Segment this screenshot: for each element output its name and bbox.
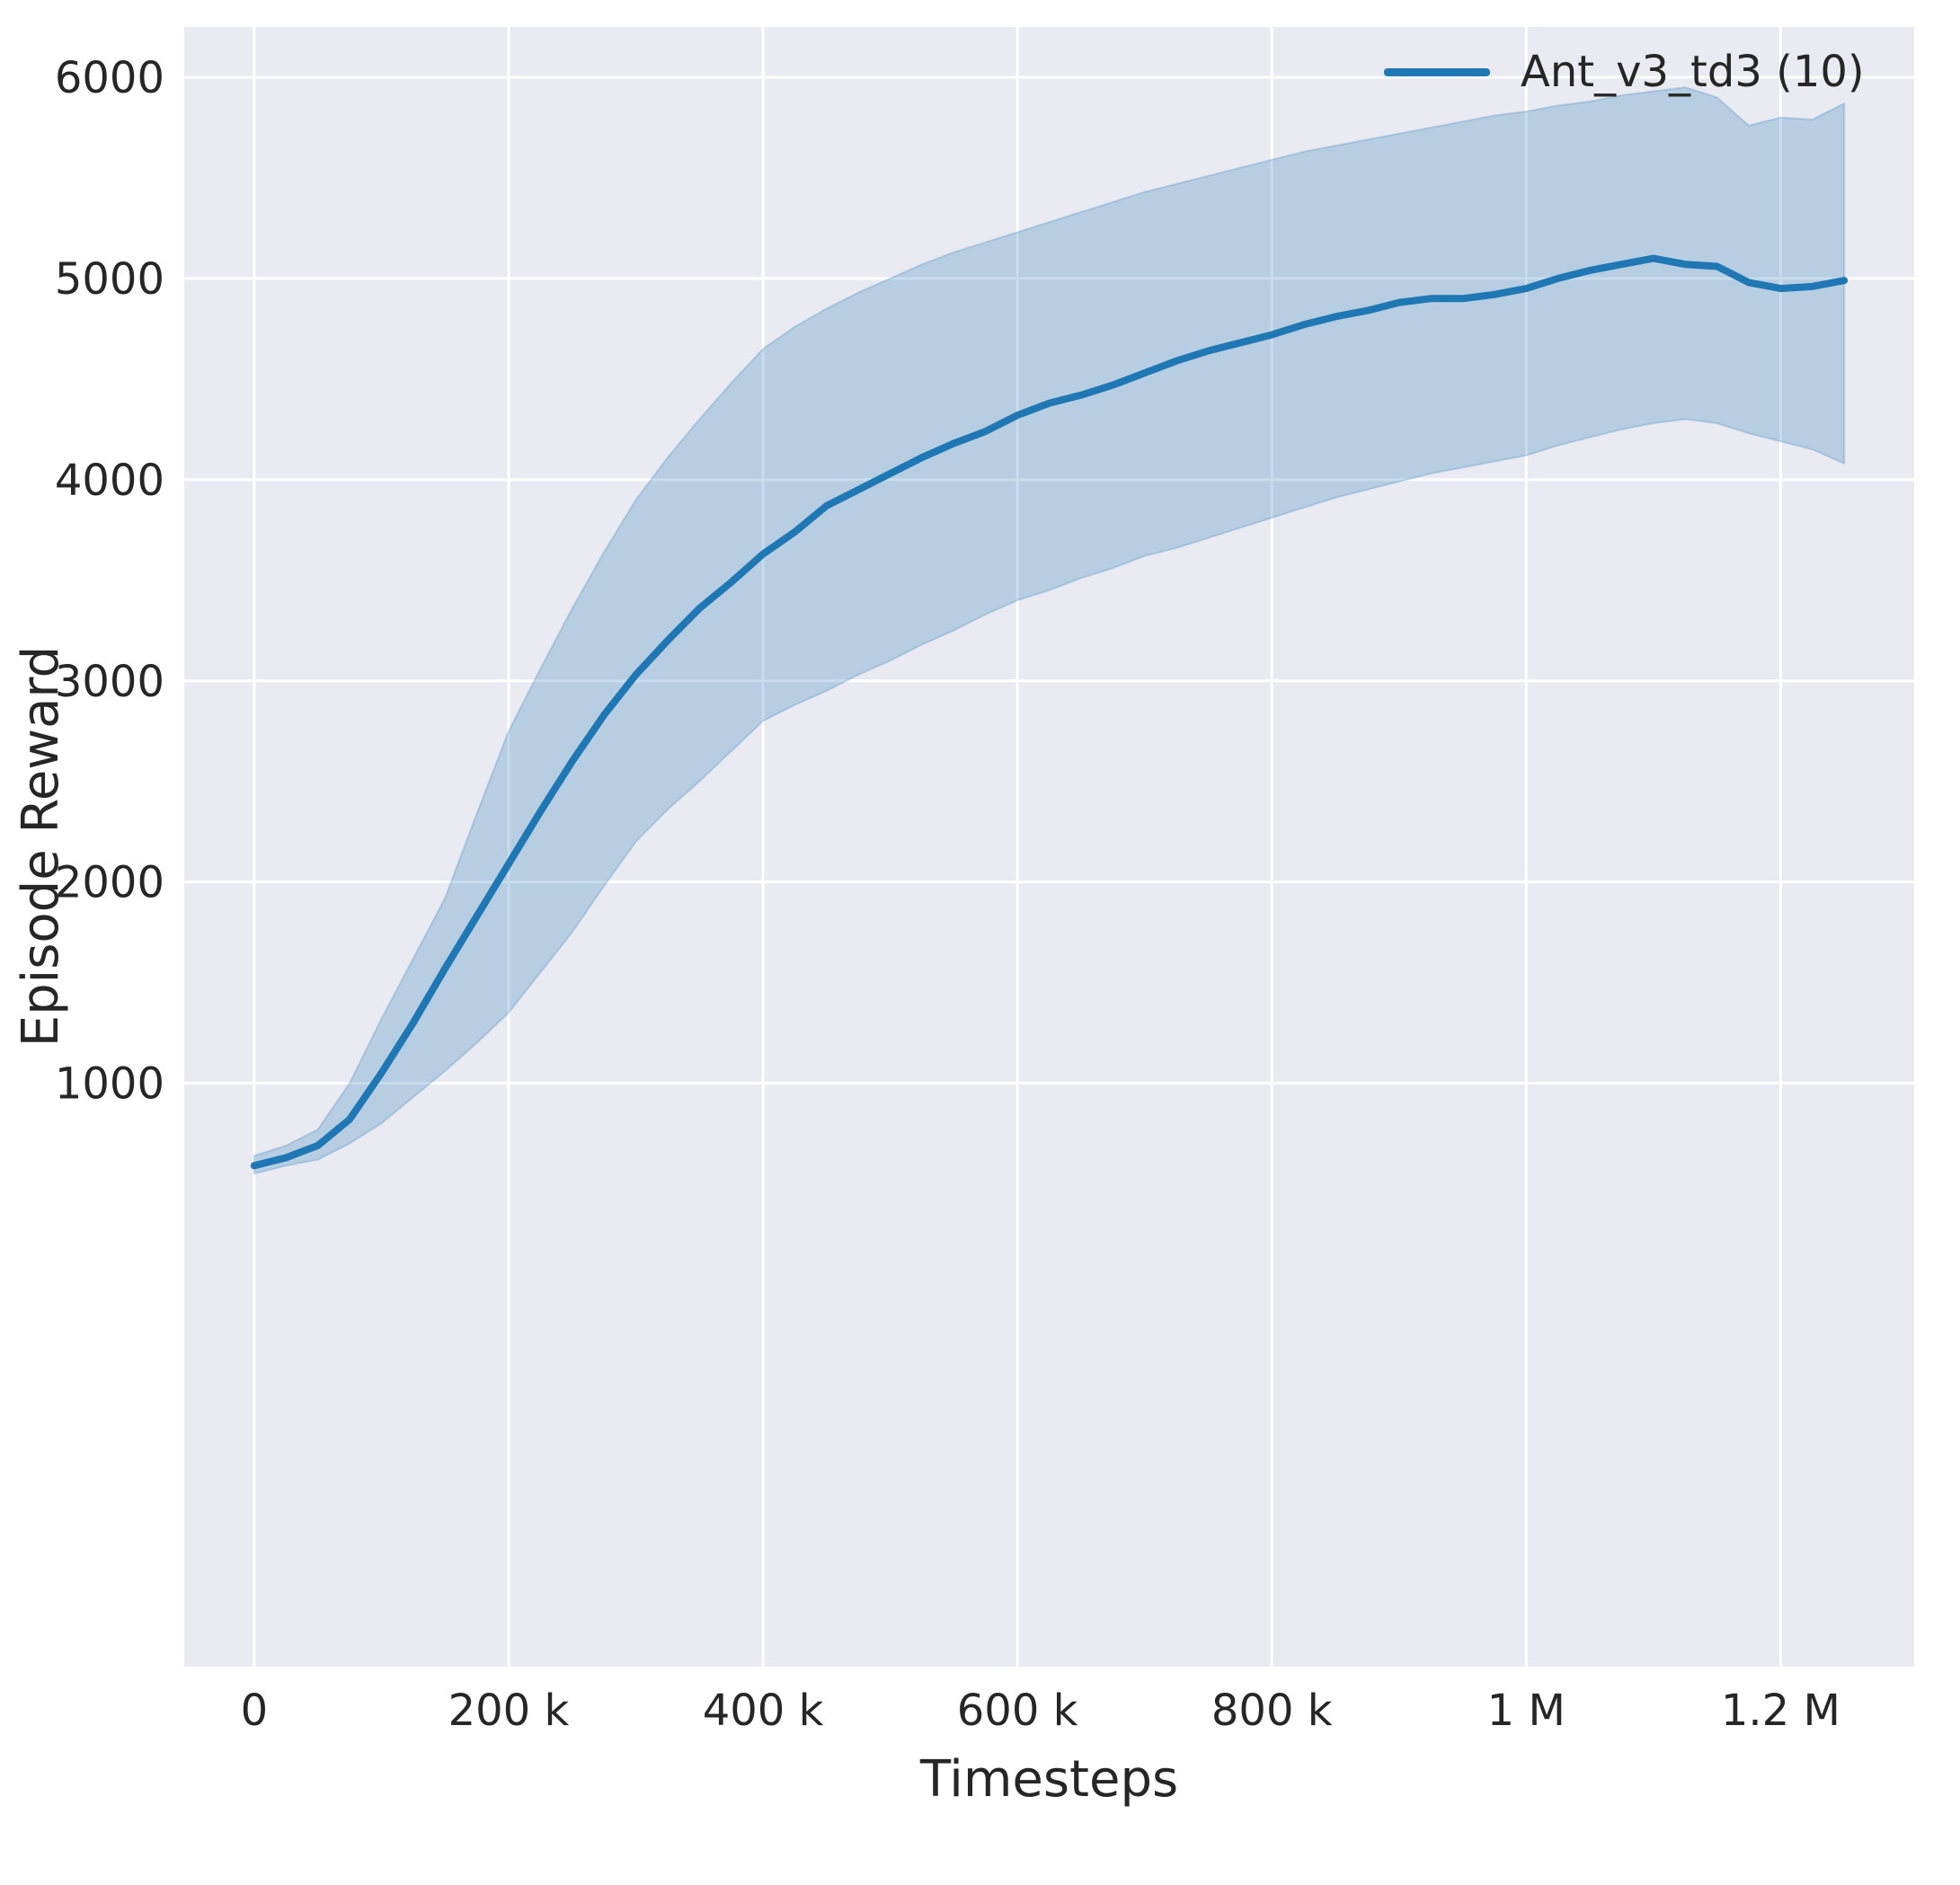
- y-tick-label: 6000: [55, 53, 164, 103]
- y-axis-label-wrap: Episode Reward: [9, 27, 72, 1667]
- y-tick-label: 4000: [55, 456, 164, 506]
- y-tick-label: 3000: [55, 657, 164, 707]
- x-axis-label: Timesteps: [919, 1750, 1179, 1809]
- legend: Ant_v3_td3 (10): [1384, 47, 1865, 97]
- legend-line-sample: [1384, 67, 1490, 76]
- y-axis-label: Episode Reward: [11, 646, 70, 1048]
- x-tick-label: 1.2 M: [1721, 1686, 1840, 1736]
- x-tick-label: 1 M: [1487, 1686, 1565, 1736]
- y-tick-label: 1000: [55, 1059, 164, 1110]
- y-tick-label: 2000: [55, 858, 164, 908]
- mean-line: [250, 254, 1849, 1170]
- confidence-band: [253, 86, 1846, 1175]
- y-tick-label: 5000: [55, 254, 164, 305]
- x-tick-label: 600 k: [957, 1686, 1078, 1736]
- x-tick-label: 0: [241, 1686, 269, 1736]
- legend-label: Ant_v3_td3 (10): [1521, 47, 1865, 97]
- plot-area: [184, 27, 1914, 1667]
- x-tick-label: 800 k: [1211, 1686, 1333, 1736]
- x-tick-label: 400 k: [703, 1686, 824, 1736]
- x-tick-label: 200 k: [448, 1686, 570, 1736]
